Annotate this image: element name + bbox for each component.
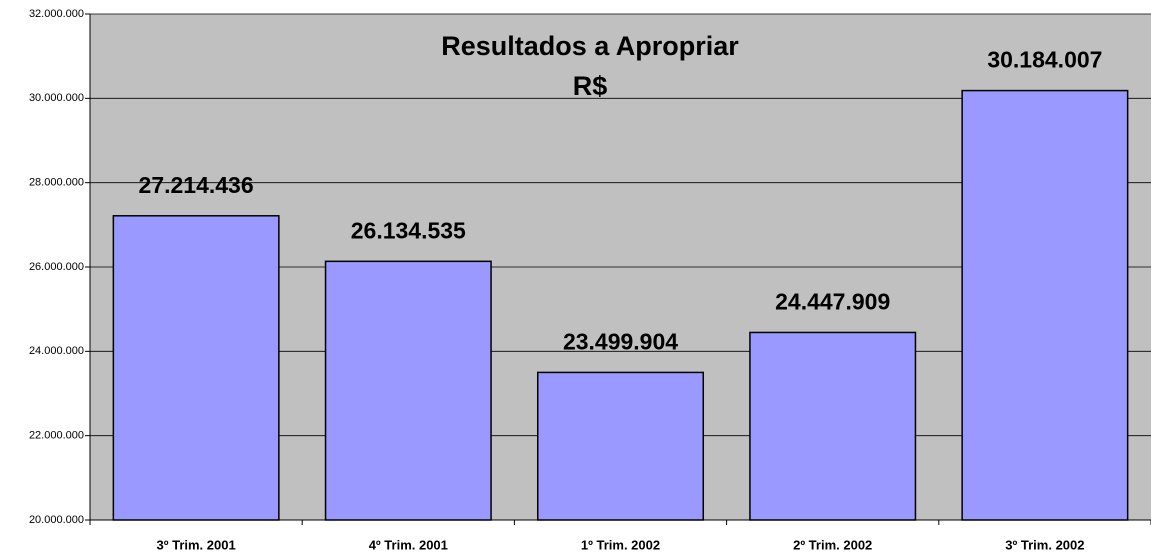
- y-tick-label: 28.000.000: [29, 177, 84, 189]
- bar: [112, 215, 280, 521]
- x-tick-label: 3º Trim. 2001: [157, 537, 236, 552]
- y-tick-label: 30.000.000: [29, 92, 84, 104]
- chart-title: Resultados a Apropriar: [441, 31, 739, 61]
- value-label: 23.499.904: [563, 328, 678, 354]
- bar: [749, 331, 917, 521]
- x-tick-label: 1º Trim. 2002: [581, 537, 660, 552]
- value-label: 24.447.909: [775, 289, 890, 315]
- chart-subtitle: R$: [573, 71, 608, 101]
- x-tick-label: 2º Trim. 2002: [793, 537, 872, 552]
- y-tick-label: 24.000.000: [29, 345, 84, 357]
- y-tick-label: 26.000.000: [29, 261, 84, 273]
- value-label: 26.134.535: [351, 217, 466, 243]
- bar: [536, 371, 705, 521]
- x-tick-label: 4º Trim. 2001: [369, 537, 448, 552]
- bar: [961, 89, 1129, 521]
- y-tick-label: 32.000.000: [29, 8, 84, 20]
- x-tick-label: 3º Trim. 2002: [1005, 537, 1084, 552]
- value-label: 30.184.007: [987, 47, 1102, 73]
- y-tick-label: 22.000.000: [29, 430, 84, 442]
- y-tick-label: 20.000.000: [29, 514, 84, 526]
- bar: [324, 260, 492, 521]
- value-label: 27.214.436: [139, 172, 254, 198]
